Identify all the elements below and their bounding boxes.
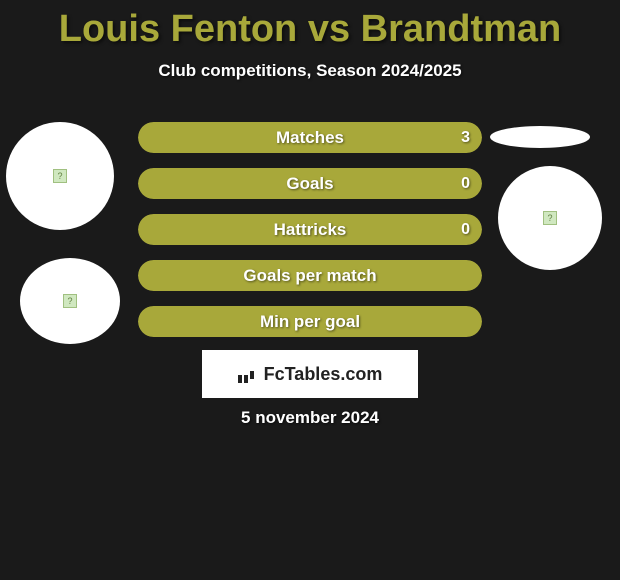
subtitle: Club competitions, Season 2024/2025 (0, 61, 620, 81)
bar-chart-icon (238, 365, 260, 383)
image-placeholder-icon: ? (53, 169, 67, 183)
stat-bar-min-per-goal: Min per goal (138, 306, 482, 337)
bar-value: 0 (461, 168, 470, 199)
bar-label: Goals per match (138, 260, 482, 291)
logo-text: FcTables.com (238, 364, 383, 385)
bar-value: 0 (461, 214, 470, 245)
bar-label: Min per goal (138, 306, 482, 337)
stat-bar-hattricks: Hattricks 0 (138, 214, 482, 245)
stat-bar-goals-per-match: Goals per match (138, 260, 482, 291)
bar-label: Matches (138, 122, 482, 153)
player-avatar-left-1: ? (6, 122, 114, 230)
site-logo: FcTables.com (202, 350, 418, 398)
bar-label: Goals (138, 168, 482, 199)
stat-bar-goals: Goals 0 (138, 168, 482, 199)
date-label: 5 november 2024 (0, 408, 620, 428)
player-avatar-right: ? (498, 166, 602, 270)
bar-value: 3 (461, 122, 470, 153)
logo-label: FcTables.com (264, 364, 383, 385)
player-avatar-left-2: ? (20, 258, 120, 344)
page-title: Louis Fenton vs Brandtman (0, 0, 620, 51)
bar-label: Hattricks (138, 214, 482, 245)
image-placeholder-icon: ? (63, 294, 77, 308)
stat-bars: Matches 3 Goals 0 Hattricks 0 Goals per … (138, 122, 482, 352)
decorative-ellipse (490, 126, 590, 148)
stat-bar-matches: Matches 3 (138, 122, 482, 153)
image-placeholder-icon: ? (543, 211, 557, 225)
